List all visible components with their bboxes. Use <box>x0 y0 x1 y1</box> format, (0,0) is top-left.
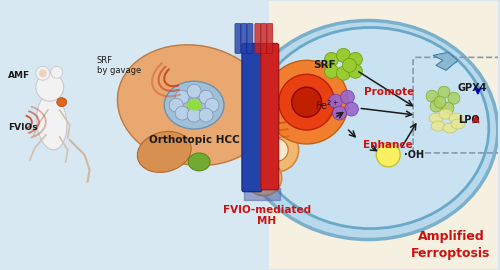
Ellipse shape <box>449 113 463 123</box>
Circle shape <box>328 94 342 108</box>
Circle shape <box>344 102 358 116</box>
Circle shape <box>188 100 193 105</box>
FancyBboxPatch shape <box>255 23 261 53</box>
Circle shape <box>39 69 47 77</box>
Circle shape <box>254 168 273 187</box>
Ellipse shape <box>443 123 457 133</box>
Text: SRF: SRF <box>314 60 336 70</box>
Circle shape <box>199 108 213 122</box>
Circle shape <box>278 74 334 130</box>
Circle shape <box>197 103 202 108</box>
Circle shape <box>186 103 191 108</box>
Circle shape <box>195 106 200 111</box>
Circle shape <box>188 105 193 110</box>
FancyBboxPatch shape <box>267 23 273 53</box>
Text: Fe$^{2+}$: Fe$^{2+}$ <box>314 98 339 112</box>
Ellipse shape <box>188 153 210 171</box>
Circle shape <box>324 64 338 78</box>
Circle shape <box>442 102 454 114</box>
Circle shape <box>430 100 442 112</box>
FancyBboxPatch shape <box>261 23 267 53</box>
Circle shape <box>448 92 460 104</box>
Circle shape <box>266 139 288 161</box>
Text: Enhance: Enhance <box>364 140 413 150</box>
Ellipse shape <box>252 28 489 229</box>
Circle shape <box>239 87 294 143</box>
Circle shape <box>36 73 64 101</box>
Polygon shape <box>130 80 259 130</box>
Circle shape <box>36 66 50 80</box>
Text: Orthotopic HCC: Orthotopic HCC <box>148 135 240 145</box>
FancyBboxPatch shape <box>241 23 247 53</box>
Circle shape <box>195 100 200 105</box>
Text: Promote: Promote <box>364 87 414 97</box>
Ellipse shape <box>439 109 453 119</box>
Circle shape <box>336 48 350 62</box>
Ellipse shape <box>118 45 271 166</box>
Circle shape <box>255 128 298 172</box>
Circle shape <box>192 106 196 111</box>
Polygon shape <box>433 52 458 70</box>
Text: AMF: AMF <box>8 71 30 80</box>
Circle shape <box>324 52 338 66</box>
Text: FVIOs: FVIOs <box>8 123 38 131</box>
Circle shape <box>205 98 219 112</box>
Ellipse shape <box>429 113 443 123</box>
Circle shape <box>199 90 213 104</box>
Circle shape <box>342 58 356 72</box>
Ellipse shape <box>239 21 498 239</box>
FancyBboxPatch shape <box>242 43 262 192</box>
Circle shape <box>51 66 62 78</box>
Ellipse shape <box>431 121 445 131</box>
Circle shape <box>438 86 450 98</box>
Circle shape <box>434 96 446 108</box>
Text: LPO: LPO <box>458 115 479 125</box>
Text: SRF
by gavage: SRF by gavage <box>96 56 141 75</box>
Text: ·OH: ·OH <box>404 150 424 160</box>
Circle shape <box>348 64 362 78</box>
Circle shape <box>246 160 282 196</box>
Circle shape <box>187 98 201 112</box>
Circle shape <box>252 101 282 130</box>
Text: FVIO-mediated
MH: FVIO-mediated MH <box>222 205 311 226</box>
Text: Amplified
Ferroptosis: Amplified Ferroptosis <box>412 230 490 259</box>
Circle shape <box>175 90 189 104</box>
FancyBboxPatch shape <box>235 23 241 53</box>
Circle shape <box>348 52 362 66</box>
Circle shape <box>292 87 322 117</box>
FancyBboxPatch shape <box>261 43 278 190</box>
Circle shape <box>192 99 196 103</box>
Circle shape <box>169 98 183 112</box>
Circle shape <box>376 143 400 167</box>
Text: GPX4: GPX4 <box>458 83 488 93</box>
Circle shape <box>426 90 438 102</box>
FancyBboxPatch shape <box>269 1 498 269</box>
FancyBboxPatch shape <box>247 23 253 53</box>
Ellipse shape <box>36 94 67 150</box>
Ellipse shape <box>164 81 224 129</box>
Ellipse shape <box>56 98 66 107</box>
Ellipse shape <box>224 45 284 125</box>
Circle shape <box>336 66 350 80</box>
Ellipse shape <box>138 131 191 173</box>
Ellipse shape <box>451 119 465 129</box>
Circle shape <box>175 106 189 120</box>
Circle shape <box>187 108 201 122</box>
Circle shape <box>332 106 346 120</box>
Circle shape <box>187 84 201 98</box>
Circle shape <box>340 90 354 104</box>
Circle shape <box>265 60 348 144</box>
Circle shape <box>192 103 196 108</box>
